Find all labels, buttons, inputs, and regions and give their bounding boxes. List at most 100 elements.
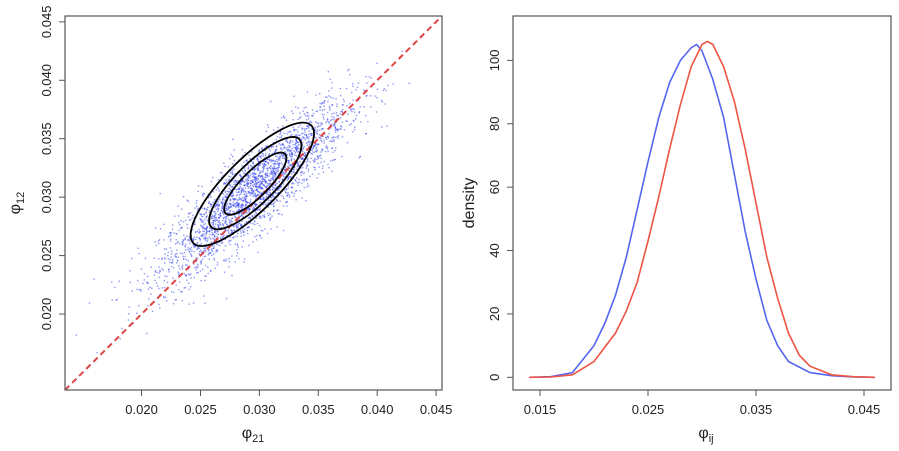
scatter-point xyxy=(161,267,163,270)
scatter-point xyxy=(316,122,318,124)
scatter-point xyxy=(260,157,262,159)
scatter-point xyxy=(146,332,148,335)
scatter-point xyxy=(183,287,185,289)
scatter-point xyxy=(272,179,275,181)
scatter-point xyxy=(301,158,303,161)
scatter-point xyxy=(276,182,278,185)
scatter-point xyxy=(286,194,288,197)
scatter-point xyxy=(376,96,378,99)
scatter-point xyxy=(213,199,216,201)
scatter-point xyxy=(214,219,216,221)
scatter-point xyxy=(253,189,255,191)
scatter-point xyxy=(189,219,192,221)
scatter-point xyxy=(259,201,261,204)
scatter-point xyxy=(215,249,218,251)
scatter-point xyxy=(193,260,195,262)
scatter-point xyxy=(214,230,217,232)
scatter-point xyxy=(306,144,308,146)
scatter-point xyxy=(272,163,274,165)
scatter-point xyxy=(306,115,308,117)
scatter-point xyxy=(279,155,281,157)
scatter-point xyxy=(178,273,180,275)
scatter-point xyxy=(285,140,287,142)
scatter-point xyxy=(317,173,320,175)
scatter-point xyxy=(263,166,265,168)
scatter-point xyxy=(267,199,269,201)
scatter-point xyxy=(211,203,213,205)
scatter-point xyxy=(269,189,271,191)
scatter-point xyxy=(199,238,201,240)
scatter-point xyxy=(333,118,335,121)
scatter-point xyxy=(282,144,285,146)
scatter-point xyxy=(212,220,214,222)
scatter-point xyxy=(147,288,150,290)
scatter-point xyxy=(259,176,262,178)
scatter-point xyxy=(214,236,216,238)
scatter-point xyxy=(341,136,344,138)
scatter-point xyxy=(248,211,250,213)
scatter-point xyxy=(275,160,277,163)
scatter-point xyxy=(359,106,361,108)
scatter-point xyxy=(273,187,275,189)
scatter-point xyxy=(343,129,345,131)
scatter-point xyxy=(360,121,362,123)
scatter-point xyxy=(204,239,207,241)
scatter-point xyxy=(300,139,303,141)
scatter-point xyxy=(315,150,317,152)
scatter-point xyxy=(193,263,195,265)
scatter-point xyxy=(251,173,253,175)
scatter-point xyxy=(231,169,234,172)
scatter-point xyxy=(253,183,255,185)
density-x-axis-title: φij xyxy=(698,425,713,445)
scatter-point xyxy=(233,205,235,207)
scatter-point xyxy=(248,177,251,179)
scatter-point xyxy=(268,183,270,185)
scatter-point xyxy=(336,114,338,117)
scatter-point xyxy=(211,250,214,253)
scatter-point xyxy=(290,150,293,152)
scatter-point xyxy=(178,222,180,224)
scatter-point xyxy=(196,267,199,269)
scatter-point xyxy=(255,239,258,241)
scatter-point xyxy=(319,102,321,105)
scatter-point xyxy=(298,181,300,184)
scatter-point xyxy=(202,221,204,223)
scatter-point xyxy=(334,126,336,129)
scatter-point xyxy=(376,88,379,90)
scatter-point xyxy=(321,141,323,143)
scatter-point xyxy=(115,299,117,301)
scatter-point xyxy=(219,171,222,174)
scatter-point xyxy=(217,210,219,212)
scatter-point xyxy=(210,241,212,243)
scatter-point xyxy=(203,233,205,235)
scatter-point xyxy=(116,298,118,301)
scatter-point xyxy=(262,187,264,190)
scatter-point xyxy=(300,116,302,118)
scatter-point xyxy=(203,247,205,249)
scatter-point xyxy=(274,201,276,203)
scatter-point xyxy=(181,253,184,255)
scatter-point xyxy=(334,149,336,152)
scatter-point xyxy=(206,239,209,241)
scatter-point xyxy=(192,302,195,304)
scatter-point xyxy=(327,71,329,73)
scatter-point xyxy=(260,147,263,149)
scatter-point xyxy=(284,151,286,153)
scatter-point xyxy=(258,175,260,177)
scatter-point xyxy=(366,82,368,84)
scatter-point xyxy=(269,218,271,220)
scatter-point xyxy=(328,121,330,124)
scatter-point xyxy=(353,111,356,113)
scatter-point xyxy=(291,155,293,158)
scatter-point xyxy=(287,184,290,186)
scatter-point xyxy=(323,160,325,163)
scatter-point xyxy=(363,89,365,91)
scatter-point xyxy=(172,277,174,279)
scatter-point xyxy=(283,147,285,149)
scatter-point xyxy=(304,114,307,117)
scatter-point xyxy=(355,89,357,91)
scatter-point xyxy=(272,171,274,173)
scatter-point xyxy=(216,202,218,205)
scatter-point xyxy=(291,192,293,194)
